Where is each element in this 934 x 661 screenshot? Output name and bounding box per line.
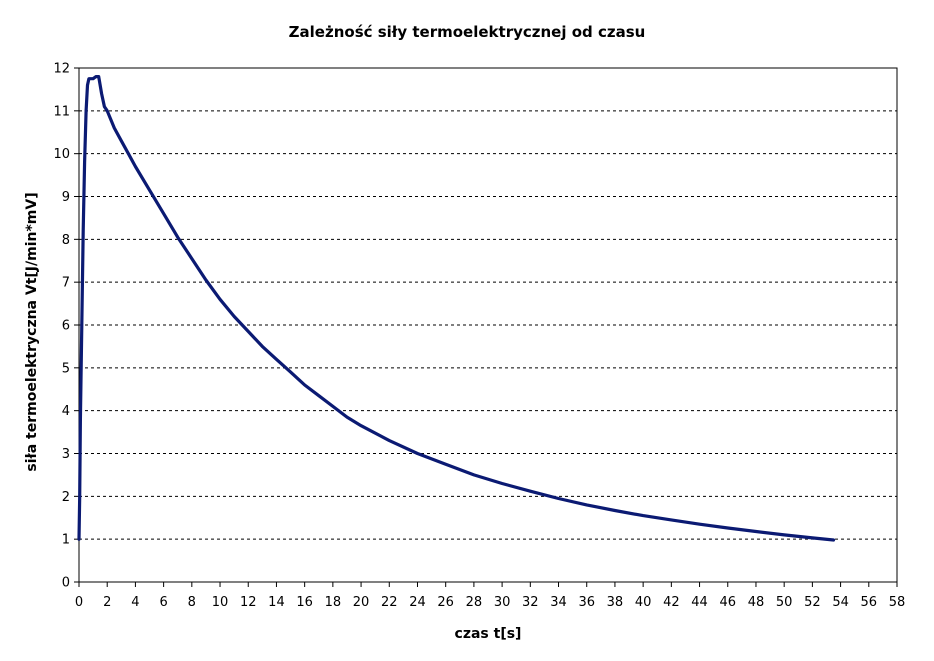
x-tick-label: 38 xyxy=(607,595,624,610)
y-tick-label: 9 xyxy=(62,190,70,205)
y-tick-label: 7 xyxy=(62,276,70,291)
x-tick-label: 56 xyxy=(861,595,878,610)
x-tick-label: 58 xyxy=(889,595,906,610)
x-tick-label: 4 xyxy=(131,595,139,610)
y-axis-label: siła termoelektryczna Vt[J/min*mV] xyxy=(24,192,40,471)
x-tick-label: 32 xyxy=(522,595,539,610)
y-tick-label: 3 xyxy=(62,447,70,462)
x-tick-label: 48 xyxy=(748,595,765,610)
y-tick-label: 5 xyxy=(62,361,70,376)
y-tick-label: 12 xyxy=(53,62,70,77)
x-tick-label: 12 xyxy=(240,595,257,610)
x-tick-label: 24 xyxy=(409,595,426,610)
y-tick-label: 8 xyxy=(62,233,70,248)
x-tick-label: 16 xyxy=(296,595,313,610)
x-tick-label: 54 xyxy=(832,595,849,610)
x-tick-label: 50 xyxy=(776,595,793,610)
x-tick-label: 46 xyxy=(719,595,736,610)
chart-title: Zależność siły termoelektrycznej od czas… xyxy=(289,23,646,41)
y-tick-label: 11 xyxy=(53,104,70,119)
x-tick-label: 10 xyxy=(212,595,229,610)
x-tick-label: 26 xyxy=(437,595,454,610)
x-tick-label: 36 xyxy=(578,595,595,610)
x-axis-label: czas t[s] xyxy=(455,626,522,642)
y-tick-label: 10 xyxy=(53,147,70,162)
x-tick-label: 52 xyxy=(804,595,821,610)
x-tick-label: 14 xyxy=(268,595,285,610)
x-tick-label: 40 xyxy=(635,595,652,610)
x-tick-label: 22 xyxy=(381,595,398,610)
x-tick-label: 2 xyxy=(103,595,111,610)
x-tick-label: 8 xyxy=(188,595,196,610)
x-tick-label: 6 xyxy=(159,595,167,610)
x-tick-label: 18 xyxy=(325,595,342,610)
series-line-0 xyxy=(77,74,836,542)
x-tick-label: 34 xyxy=(550,595,567,610)
x-tick-label: 42 xyxy=(663,595,680,610)
x-tick-label: 28 xyxy=(466,595,483,610)
x-tick-label: 0 xyxy=(75,595,83,610)
y-tick-label: 1 xyxy=(62,533,70,548)
y-tick-label: 2 xyxy=(62,490,70,505)
y-tick-label: 4 xyxy=(62,404,70,419)
x-tick-label: 20 xyxy=(353,595,370,610)
y-tick-label: 0 xyxy=(62,576,70,591)
x-tick-label: 44 xyxy=(691,595,708,610)
x-tick-label: 30 xyxy=(494,595,511,610)
y-tick-label: 6 xyxy=(62,319,70,334)
